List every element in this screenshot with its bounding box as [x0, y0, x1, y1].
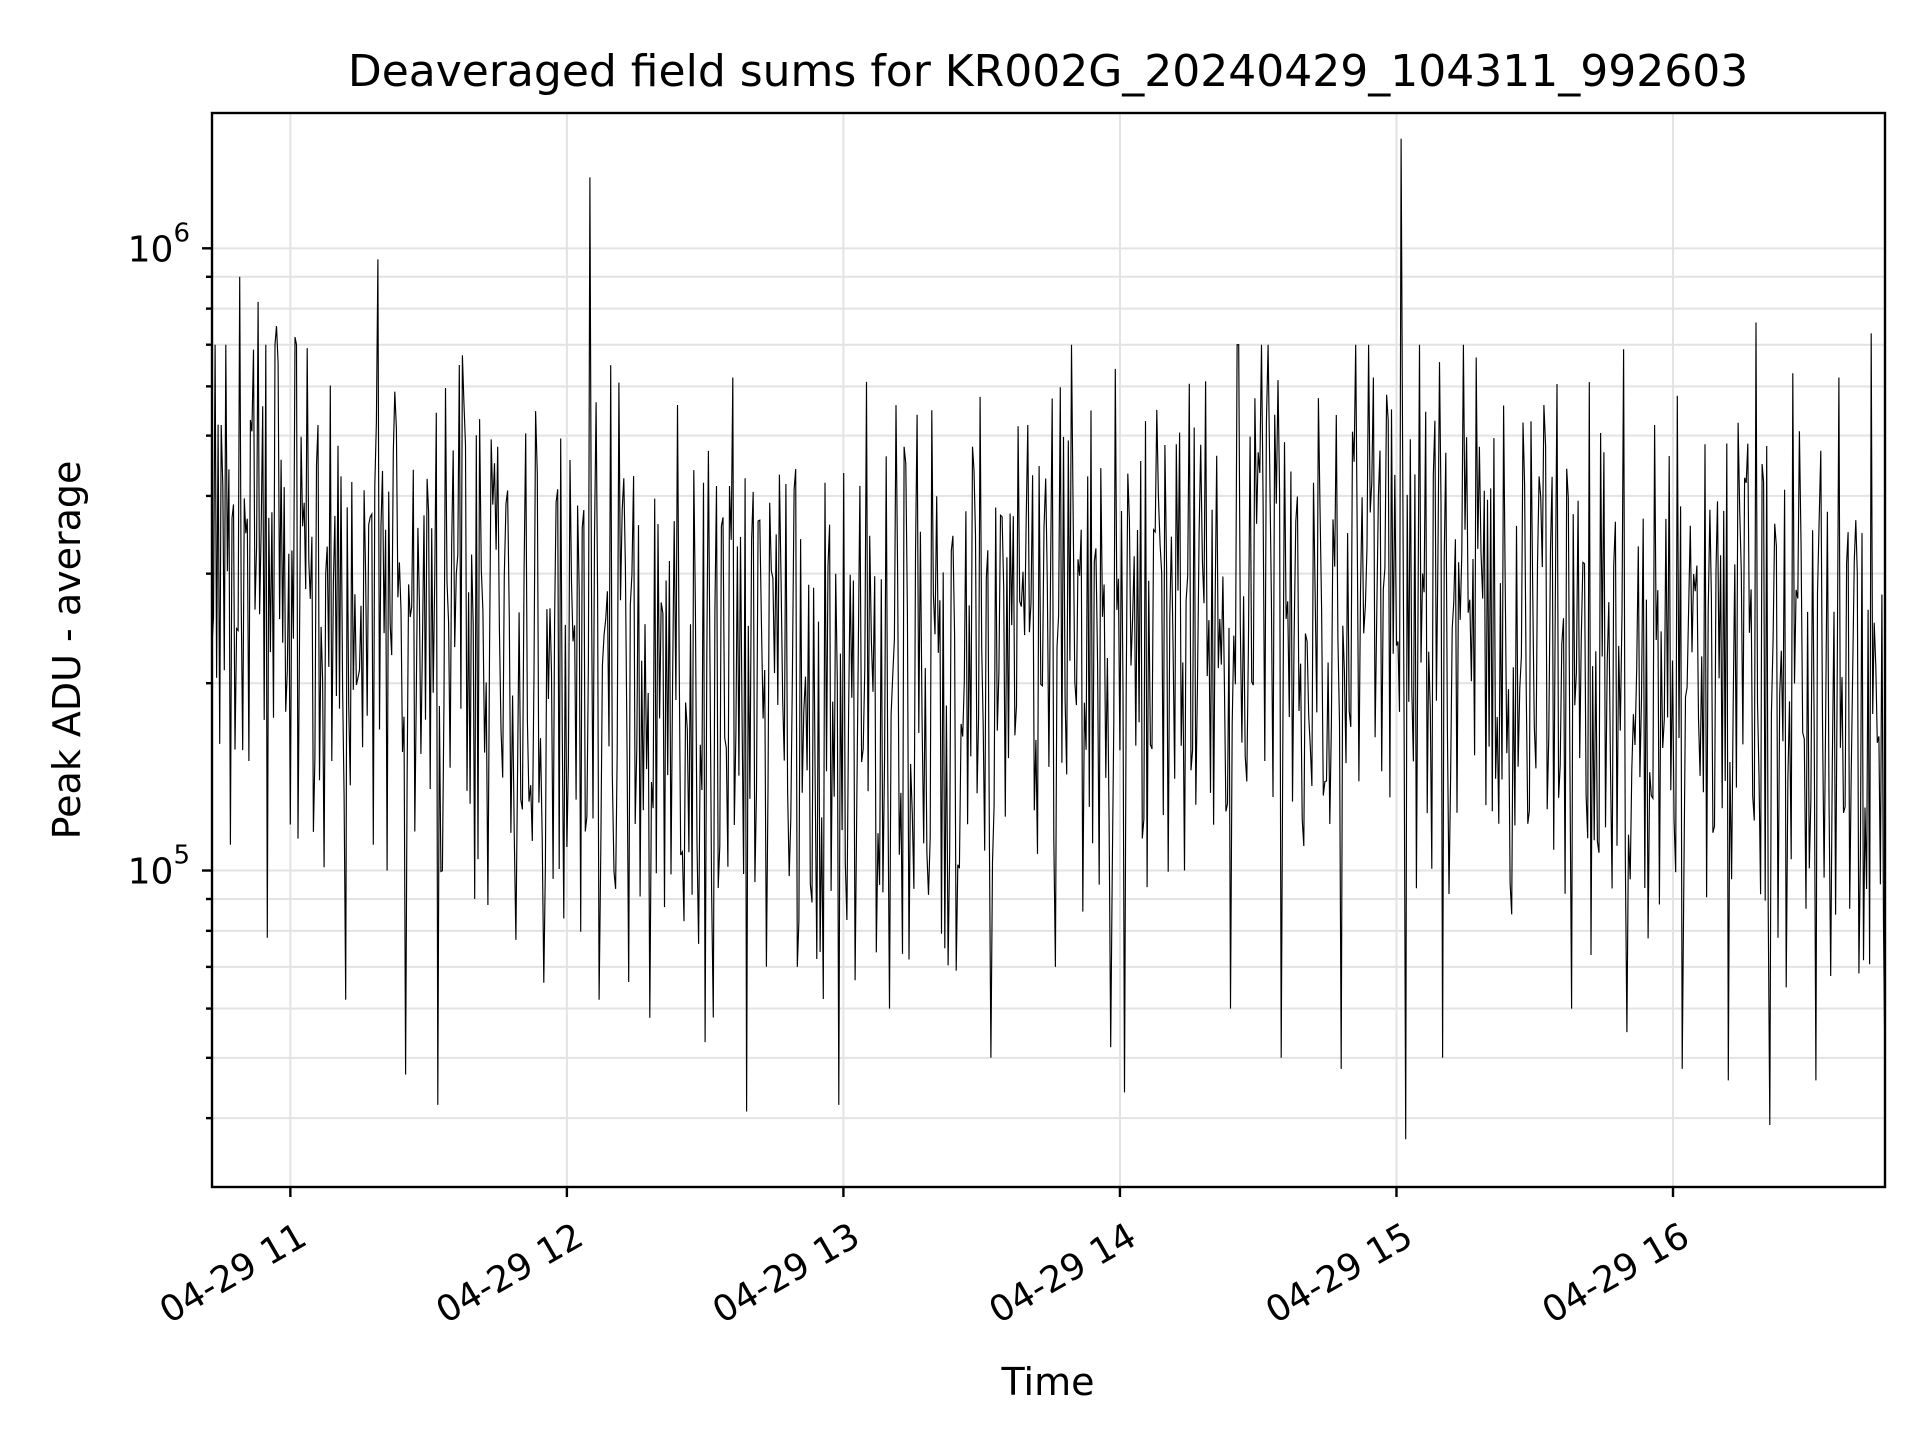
y-axis-label: Peak ADU - average [45, 461, 89, 840]
chart-title: Deaveraged field sums for KR002G_2024042… [348, 46, 1748, 97]
series-layer [212, 138, 1885, 1140]
x-tick-label: 04-29 14 [983, 1215, 1144, 1331]
y-tick-label: 105 [128, 841, 190, 893]
grid [212, 113, 1885, 1187]
x-tick-label: 04-29 11 [153, 1215, 314, 1331]
x-tick-label: 04-29 13 [706, 1215, 867, 1331]
plot-frame [210, 111, 1887, 1189]
x-axis-label: Time [1001, 1360, 1095, 1404]
series-line [212, 138, 1885, 1140]
x-tick-label: 04-29 15 [1259, 1215, 1420, 1331]
y-tick-label: 106 [128, 218, 190, 270]
x-tick-label: 04-29 16 [1536, 1215, 1697, 1331]
x-tick-label: 04-29 12 [430, 1215, 591, 1331]
